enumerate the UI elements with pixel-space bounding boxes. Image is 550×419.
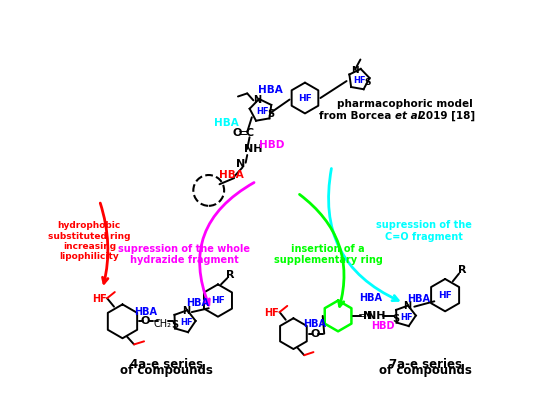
- Text: O: O: [310, 328, 320, 339]
- Text: of compounds: of compounds: [120, 364, 213, 377]
- Text: HBA: HBA: [214, 118, 239, 128]
- Text: R: R: [226, 270, 234, 280]
- Text: HF: HF: [298, 93, 312, 103]
- Text: N: N: [351, 66, 359, 75]
- Text: of compounds: of compounds: [379, 364, 472, 377]
- Text: NH: NH: [244, 144, 263, 154]
- Text: supression of the
C=O fragment: supression of the C=O fragment: [376, 220, 472, 242]
- Text: HBA: HBA: [258, 85, 283, 95]
- Text: R: R: [458, 265, 466, 275]
- Text: insertion of a
supplementary ring: insertion of a supplementary ring: [274, 243, 382, 265]
- Text: HBD: HBD: [259, 140, 284, 150]
- Text: NH: NH: [367, 311, 386, 321]
- Text: N: N: [183, 305, 190, 316]
- Text: 4a-e series: 4a-e series: [130, 358, 203, 371]
- Text: =: =: [238, 127, 249, 140]
- Text: N: N: [236, 159, 246, 169]
- Text: O: O: [141, 316, 150, 326]
- Text: pharmacophoric model: pharmacophoric model: [337, 99, 473, 109]
- Text: HF: HF: [438, 291, 452, 300]
- Text: S: S: [392, 314, 399, 324]
- Text: 2019 [18]: 2019 [18]: [415, 111, 475, 121]
- Text: O: O: [233, 129, 242, 138]
- Text: HBA: HBA: [359, 293, 382, 303]
- Text: N: N: [253, 96, 261, 105]
- Text: HF: HF: [92, 294, 107, 304]
- Text: from Borcea: from Borcea: [319, 111, 395, 121]
- Text: HBD: HBD: [371, 321, 394, 331]
- Text: S: S: [171, 320, 178, 330]
- Text: HF: HF: [400, 313, 413, 322]
- Text: HF: HF: [180, 318, 192, 327]
- Text: N: N: [403, 301, 411, 311]
- Text: HBA: HBA: [134, 307, 157, 317]
- Text: HF: HF: [211, 296, 225, 305]
- Text: CH₂: CH₂: [153, 318, 172, 328]
- Text: HBA: HBA: [186, 298, 210, 308]
- Text: hydrophobic
substituted ring
increasing
lipophilicity: hydrophobic substituted ring increasing …: [48, 221, 130, 261]
- Text: HBA: HBA: [408, 294, 431, 304]
- Text: supression of the whole
hydrazide fragment: supression of the whole hydrazide fragme…: [118, 243, 250, 265]
- Text: HF: HF: [256, 107, 269, 116]
- Text: S: S: [267, 109, 274, 119]
- Text: HF: HF: [354, 76, 366, 85]
- Text: =: =: [358, 311, 367, 321]
- Text: N: N: [362, 311, 372, 321]
- Text: C: C: [245, 129, 254, 138]
- Text: 7a-e series: 7a-e series: [389, 358, 463, 371]
- Text: HBA: HBA: [219, 170, 244, 180]
- Text: HBA: HBA: [304, 318, 327, 328]
- Text: HF: HF: [265, 308, 279, 318]
- Text: et al: et al: [395, 111, 421, 121]
- Text: S: S: [365, 78, 371, 87]
